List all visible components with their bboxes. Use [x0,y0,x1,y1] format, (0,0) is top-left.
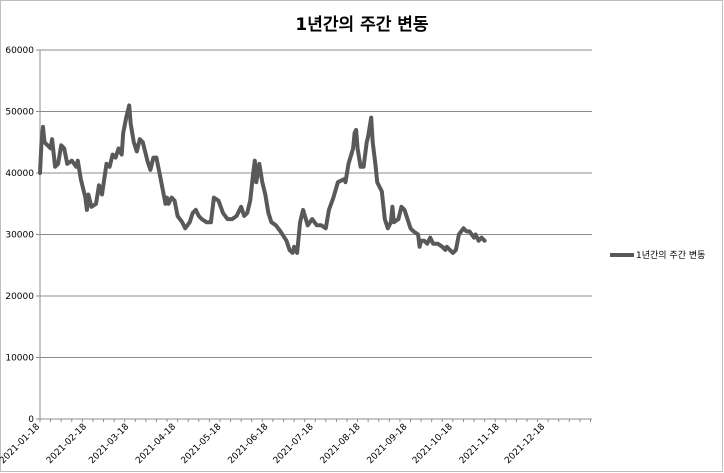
x-tick-label: 2021-02-18 [45,422,89,466]
x-tick-label: 2021-03-18 [87,422,131,466]
gridlines [40,49,592,358]
x-tick-label: 2021-11-18 [458,422,502,466]
x-tick-label: 2021-06-18 [226,422,270,466]
legend-label: 1년간의 주간 변동 [636,250,705,261]
legend: 1년간의 주간 변동 [610,250,705,261]
x-tick-label: 2021-10-18 [411,422,455,466]
x-tick-label: 2021-01-18 [0,422,42,466]
x-tick-label: 2021-05-18 [180,422,224,466]
y-axis-ticks: 0 10000 20000 30000 40000 50000 60000 [5,46,40,425]
chart-title: 1년간의 주간 변동 [295,15,429,35]
x-tick-label: 2021-09-18 [366,422,410,466]
x-tick-label: 2021-12-18 [503,422,547,466]
series-layer [38,103,487,255]
y-tick-label: 0 [28,415,34,425]
y-tick-label: 50000 [5,108,34,118]
y-tick-label: 20000 [5,292,34,302]
x-tick-label: 2021-08-18 [319,422,363,466]
y-tick-label: 30000 [5,231,34,241]
y-tick-label: 40000 [5,169,34,179]
x-tick-label: 2021-04-18 [134,422,178,466]
x-tick-label: 2021-07-18 [272,422,316,466]
y-tick-label: 60000 [5,46,34,56]
y-tick-label: 10000 [5,354,34,364]
series-line [38,103,487,255]
